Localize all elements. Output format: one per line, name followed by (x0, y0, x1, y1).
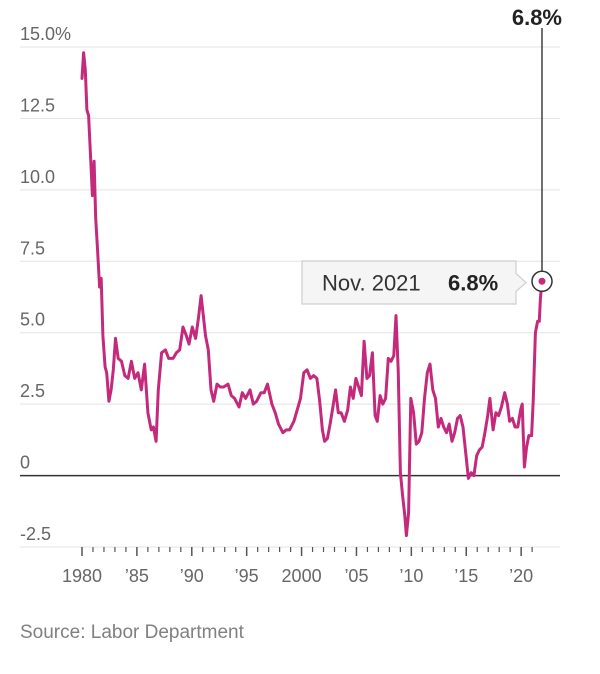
y-tick-label: 2.5 (20, 381, 45, 401)
y-tick-label: 12.5 (20, 95, 55, 115)
y-tick-label: 7.5 (20, 238, 45, 258)
tooltip-value: 6.8% (448, 271, 498, 296)
y-tick-label: 0 (20, 453, 30, 473)
x-tick-label: ’20 (509, 566, 533, 586)
x-tick-label: 2000 (282, 566, 322, 586)
y-tick-label: 5.0 (20, 310, 45, 330)
source-note: Source: Labor Department (20, 622, 244, 643)
tooltip-date: Nov. 2021 (322, 271, 421, 296)
grid-lines (20, 46, 560, 548)
x-tick-label: 1980 (62, 566, 102, 586)
y-tick-label: 15.0% (20, 24, 71, 44)
x-tick-label: ’05 (344, 566, 368, 586)
y-axis-labels: 15.0% 12.5 10.0 7.5 5.0 2.5 0 -2.5 (20, 24, 71, 544)
x-tick-label: ’15 (454, 566, 478, 586)
x-axis: 1980 ’85 ’90 ’95 2000 ’05 ’10 ’15 ’20 (62, 547, 533, 586)
highlight-marker-dot (538, 277, 546, 285)
series-line (80, 51, 544, 538)
y-tick-label: 10.0 (20, 167, 55, 187)
line-chart: 15.0% 12.5 10.0 7.5 5.0 2.5 0 -2.5 1980 ’85 ’90 ’9… (20, 5, 562, 586)
x-tick-label: ’95 (235, 566, 259, 586)
x-tick-label: ’90 (180, 566, 204, 586)
tooltip-box (301, 260, 527, 305)
x-tick-label: ’10 (399, 566, 423, 586)
x-tick-label: ’85 (125, 566, 149, 586)
y-tick-label: -2.5 (20, 524, 51, 544)
tooltip: Nov. 2021 6.8% (301, 260, 527, 305)
top-value-label: 6.8% (512, 5, 562, 30)
